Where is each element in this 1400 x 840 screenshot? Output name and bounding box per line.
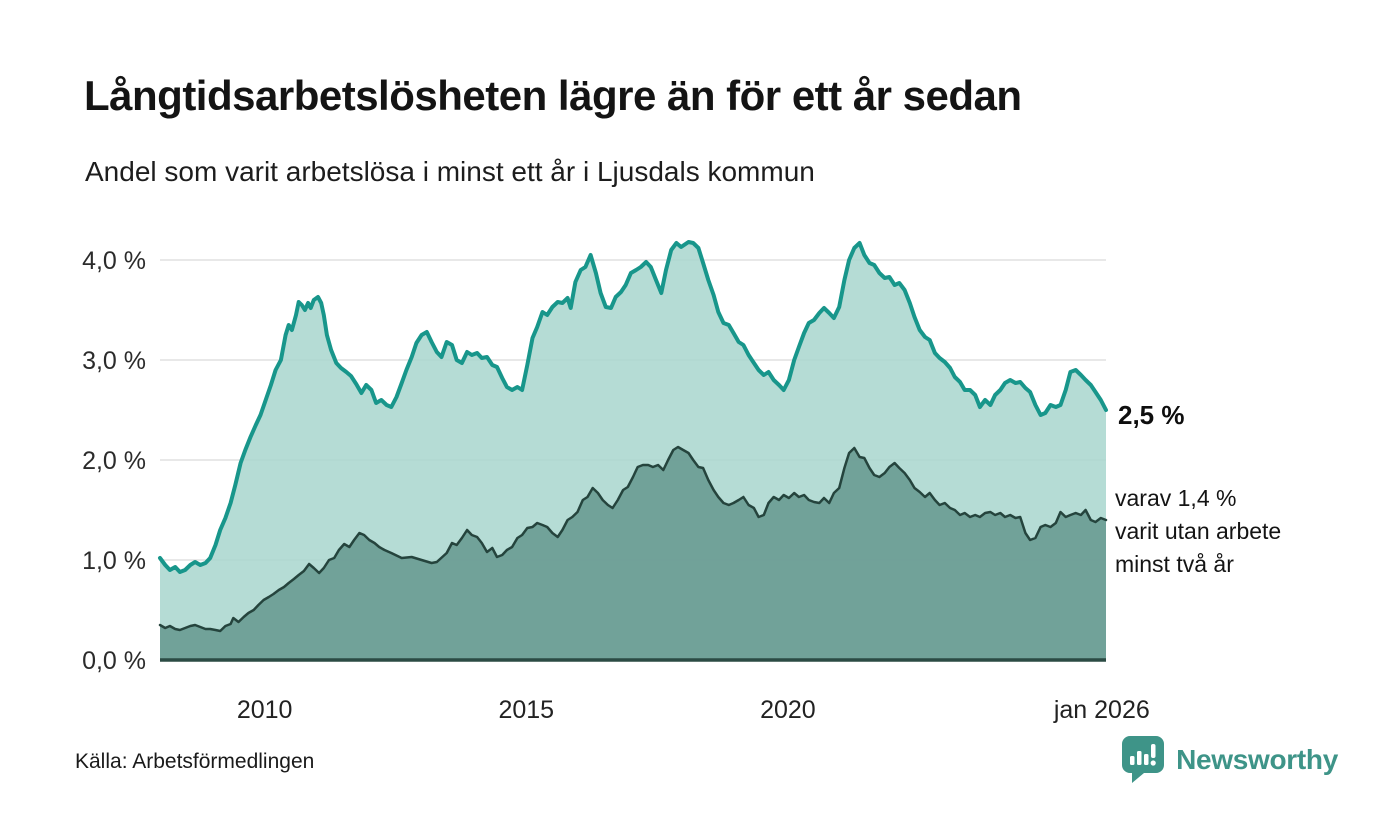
newsworthy-wordmark: Newsworthy — [1176, 744, 1338, 775]
page-title: Långtidsarbetslösheten lägre än för ett … — [84, 72, 1022, 119]
series2-end-note-line2: varit utan arbete — [1115, 518, 1282, 544]
y-tick-label: 4,0 % — [82, 247, 146, 275]
y-tick-label: 0,0 % — [82, 647, 146, 675]
y-tick-label: 1,0 % — [82, 547, 146, 575]
x-tick-label: 2020 — [760, 696, 816, 724]
area-fill-series-2 — [160, 447, 1106, 660]
series2-end-note-line1: varav 1,4 % — [1115, 485, 1237, 511]
series2-end-note-line3: minst två år — [1115, 551, 1234, 577]
line-series-1 — [158, 240, 1108, 574]
x-tick-label: jan 2026 — [1053, 696, 1150, 724]
x-tick-label: 2015 — [498, 696, 554, 724]
y-tick-label: 2,0 % — [82, 447, 146, 475]
newsworthy-bubble-barchart-icon — [1122, 736, 1165, 783]
x-tick-label: 2010 — [237, 696, 293, 724]
line-series-2 — [158, 445, 1108, 633]
y-tick-label: 3,0 % — [82, 347, 146, 375]
source-attribution: Källa: Arbetsförmedlingen — [75, 750, 315, 773]
page-subtitle: Andel som varit arbetslösa i minst ett å… — [85, 156, 815, 187]
newsworthy-brand: Newsworthy — [1122, 736, 1338, 784]
series2-end-note: varav 1,4 % varit utan arbete minst två … — [1115, 482, 1281, 581]
series1-end-value-label: 2,5 % — [1118, 400, 1185, 430]
